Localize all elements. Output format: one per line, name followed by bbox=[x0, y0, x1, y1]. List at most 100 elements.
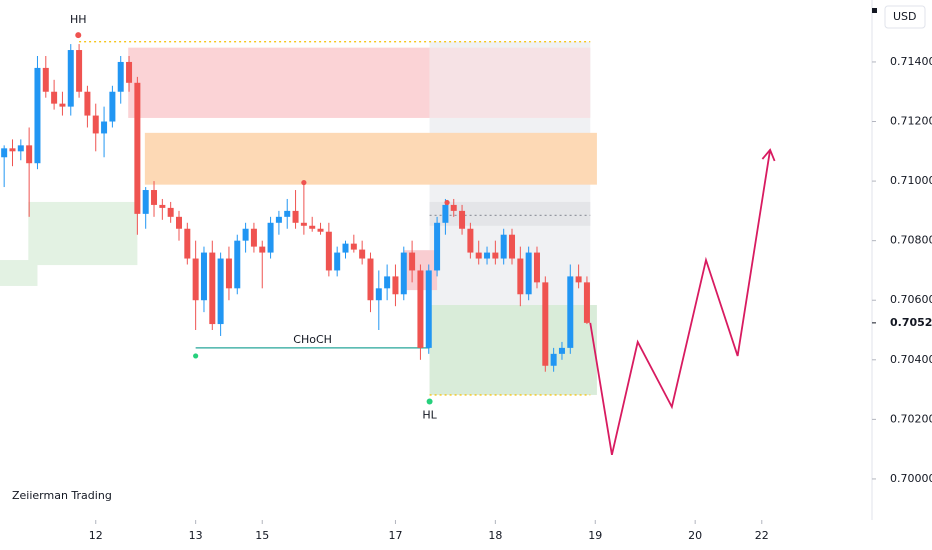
candle-body bbox=[525, 252, 532, 295]
projection-line bbox=[589, 149, 771, 456]
x-tick-label: 20 bbox=[688, 529, 702, 542]
candle-body bbox=[542, 282, 549, 366]
candle-body bbox=[484, 252, 491, 259]
choch-label: CHoCH bbox=[293, 333, 332, 346]
candle-body bbox=[151, 190, 158, 205]
swing-dot bbox=[75, 32, 82, 39]
candle-body bbox=[42, 67, 49, 92]
y-tick-label: 0.71000 bbox=[890, 174, 932, 187]
candle-body bbox=[550, 353, 557, 366]
swing-dot bbox=[426, 398, 433, 405]
y-tick-label: 0.70600 bbox=[890, 293, 932, 306]
zone bbox=[128, 47, 430, 118]
candle-body bbox=[359, 249, 366, 259]
x-tick-label: 15 bbox=[255, 529, 269, 542]
swing-label: HH bbox=[70, 13, 87, 26]
candle-body bbox=[259, 246, 266, 253]
swing-label: HL bbox=[422, 408, 437, 421]
candle-body bbox=[134, 82, 141, 214]
candle-body bbox=[475, 252, 482, 259]
candle-body bbox=[583, 282, 590, 323]
candle-body bbox=[342, 243, 349, 253]
candle-body bbox=[575, 276, 582, 283]
candle-body bbox=[325, 231, 332, 271]
candle-body bbox=[367, 258, 374, 301]
candle-body bbox=[425, 270, 432, 348]
zone bbox=[144, 132, 597, 185]
candle-body bbox=[109, 91, 116, 122]
candle-body bbox=[267, 222, 274, 253]
candle-body bbox=[1, 148, 8, 158]
candle-body bbox=[175, 216, 182, 229]
candle-body bbox=[225, 258, 232, 289]
candle-body bbox=[450, 204, 457, 211]
candle-body bbox=[234, 240, 241, 289]
x-tick-label: 18 bbox=[488, 529, 502, 542]
candle-body bbox=[209, 252, 216, 325]
x-tick-label: 12 bbox=[89, 529, 103, 542]
candle-body bbox=[434, 222, 441, 271]
candle-body bbox=[384, 276, 391, 289]
candle-body bbox=[126, 61, 133, 83]
x-tick-label: 17 bbox=[388, 529, 402, 542]
watermark: Zeiierman Trading bbox=[12, 489, 112, 502]
candle-body bbox=[467, 228, 474, 253]
y-tick-label: 0.71200 bbox=[890, 115, 932, 128]
candle-body bbox=[392, 276, 399, 295]
candle-body bbox=[375, 288, 382, 301]
candle-body bbox=[500, 234, 507, 259]
candle-body bbox=[159, 204, 166, 208]
currency-box bbox=[884, 5, 926, 29]
candle-body bbox=[517, 258, 524, 295]
candle-body bbox=[142, 190, 149, 214]
candle-body bbox=[84, 91, 91, 116]
zone bbox=[28, 201, 138, 266]
y-tick-label: 0.70400 bbox=[890, 353, 932, 366]
y-tick-label: 0.71400 bbox=[890, 55, 932, 68]
pivot-dot bbox=[193, 353, 199, 359]
pivot-dot bbox=[444, 199, 450, 206]
candle-body bbox=[442, 204, 449, 223]
candle-body bbox=[567, 276, 574, 348]
candle-body bbox=[350, 243, 357, 250]
currency-marker bbox=[872, 8, 877, 13]
candle-body bbox=[51, 91, 58, 104]
y-tick-label: 0.70200 bbox=[890, 412, 932, 425]
candle-body bbox=[117, 61, 124, 92]
candle-body bbox=[533, 252, 540, 283]
candle-body bbox=[92, 115, 99, 134]
candle-body bbox=[9, 148, 16, 152]
candle-body bbox=[417, 270, 424, 348]
candle-body bbox=[459, 210, 466, 229]
candle-body bbox=[317, 228, 324, 232]
candle-body bbox=[300, 222, 307, 226]
candle-body bbox=[76, 50, 83, 92]
candle-body bbox=[242, 228, 249, 241]
candle-body bbox=[217, 258, 224, 325]
candle-body bbox=[59, 103, 66, 107]
candle-body bbox=[309, 225, 316, 229]
pivot-dot bbox=[301, 179, 307, 186]
y-tick-label: 0.70000 bbox=[890, 472, 932, 485]
candle-body bbox=[17, 145, 24, 152]
x-tick-label: 19 bbox=[588, 529, 602, 542]
candle-body bbox=[509, 234, 516, 259]
candle-body bbox=[200, 252, 207, 301]
candle-body bbox=[409, 252, 416, 271]
candle-body bbox=[167, 207, 174, 217]
zone bbox=[429, 201, 591, 226]
projection-arrowhead bbox=[761, 148, 776, 162]
candle-body bbox=[192, 258, 199, 301]
candle-body bbox=[184, 228, 191, 259]
candle-body bbox=[101, 121, 108, 134]
x-tick-label: 13 bbox=[189, 529, 203, 542]
candle-body bbox=[284, 210, 291, 217]
candle-body bbox=[400, 252, 407, 295]
candle-body bbox=[334, 252, 341, 271]
y-tick-label: 0.70800 bbox=[890, 234, 932, 247]
candle-body bbox=[275, 216, 282, 223]
candle-body bbox=[558, 347, 565, 354]
currency-label: USD bbox=[893, 10, 917, 23]
x-tick-label: 22 bbox=[755, 529, 769, 542]
